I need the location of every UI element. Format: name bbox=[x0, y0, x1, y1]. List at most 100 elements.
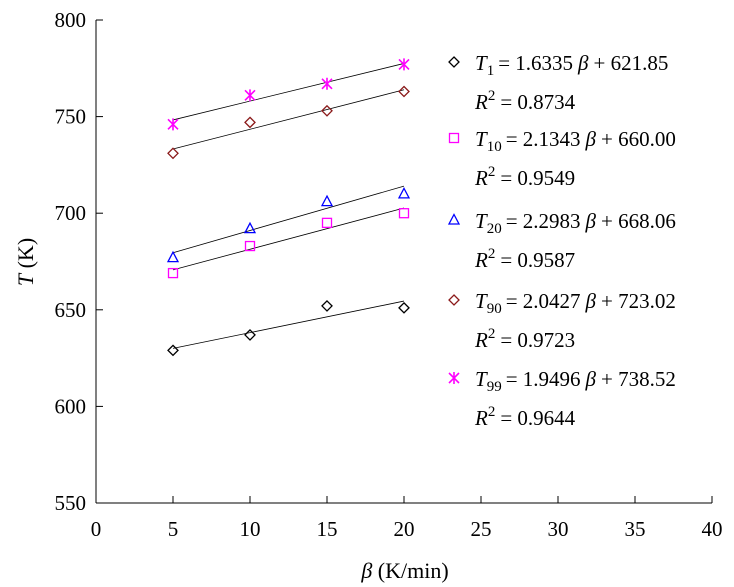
legend-r-superscript: 2 bbox=[488, 246, 496, 262]
legend-r-symbol: R bbox=[474, 90, 488, 114]
legend-subscript: 99 bbox=[487, 379, 502, 395]
y-axis-title: T (K) bbox=[13, 238, 38, 286]
x-tick-label: 10 bbox=[240, 517, 261, 541]
legend-r2-value: = 0.9549 bbox=[500, 166, 575, 190]
legend-beta: β bbox=[585, 209, 597, 233]
legend-subscript: 90 bbox=[487, 301, 502, 317]
fit-lines bbox=[172, 63, 405, 349]
legend-eq-coef: = 2.1343 bbox=[506, 127, 581, 151]
legend-eq-coef: = 2.2983 bbox=[506, 209, 581, 233]
x-tick-label: 5 bbox=[168, 517, 179, 541]
legend-r-superscript: 2 bbox=[488, 326, 496, 342]
legend-eq-intercept: + 660.00 bbox=[601, 127, 676, 151]
x-tick-label: 25 bbox=[471, 517, 492, 541]
legend-beta: β bbox=[585, 127, 597, 151]
legend-r2-t1: R2 = 0.8734 bbox=[474, 88, 576, 114]
point-t1 bbox=[321, 300, 333, 312]
legend-r2-t10: R2 = 0.9549 bbox=[474, 164, 575, 190]
legend-beta: β bbox=[585, 367, 597, 391]
legend-equation-t1: T1 = 1.6335 β + 621.85 bbox=[475, 51, 668, 79]
fit-line-t1 bbox=[172, 300, 405, 349]
legend-eq-coef: = 1.6335 bbox=[498, 51, 573, 75]
legend-r-superscript: 2 bbox=[488, 88, 496, 104]
x-tick-label: 35 bbox=[625, 517, 646, 541]
point-t90 bbox=[398, 85, 410, 98]
axes: 550 600 650 700 750 800 0 5 10 15 20 25 30 35 40 bbox=[55, 8, 723, 541]
x-tick-label: 20 bbox=[394, 517, 415, 541]
legend-equation-t90: T90 = 2.0427 β + 723.02 bbox=[475, 289, 676, 317]
point-t90 bbox=[244, 116, 256, 129]
legend-r-symbol: R bbox=[474, 248, 488, 272]
fit-line-t99 bbox=[172, 63, 405, 121]
point-t10 bbox=[167, 267, 179, 279]
point-t99 bbox=[167, 118, 179, 131]
legend-t-symbol: T bbox=[475, 209, 488, 233]
legend-beta: β bbox=[577, 51, 589, 75]
legend-subscript: 10 bbox=[487, 139, 502, 155]
fit-line-t90 bbox=[172, 89, 405, 150]
legend-t-symbol: T bbox=[475, 367, 488, 391]
y-tick-label: 700 bbox=[55, 201, 87, 225]
legend-r-symbol: R bbox=[474, 406, 488, 430]
legend-marker-t10 bbox=[448, 132, 460, 144]
legend-r2-t90: R2 = 0.9723 bbox=[474, 326, 575, 352]
point-t10 bbox=[321, 217, 333, 229]
legend-r2-value: = 0.9587 bbox=[500, 248, 575, 272]
point-t99 bbox=[244, 89, 256, 102]
legend-r2-value: = 0.8734 bbox=[500, 90, 575, 114]
y-tick-label: 600 bbox=[55, 394, 87, 418]
y-axis-symbol: T bbox=[13, 272, 38, 286]
point-t90 bbox=[321, 104, 333, 117]
x-tick-label: 15 bbox=[317, 517, 338, 541]
legend-r2-value: = 0.9644 bbox=[500, 406, 575, 430]
y-tick-label: 650 bbox=[55, 298, 87, 322]
legend-marker-t1 bbox=[448, 56, 460, 68]
fit-line-t10 bbox=[172, 207, 405, 271]
point-t20 bbox=[243, 221, 257, 234]
legend-r-symbol: R bbox=[474, 166, 488, 190]
x-axis-title: β (K/min) bbox=[360, 558, 448, 583]
legend-r2-t20: R2 = 0.9587 bbox=[474, 246, 575, 272]
fit-line-t20 bbox=[172, 185, 405, 254]
x-axis-symbol: β bbox=[360, 558, 372, 583]
legend-t-symbol: T bbox=[475, 51, 488, 75]
x-tick-label: 0 bbox=[91, 517, 102, 541]
point-t10 bbox=[244, 240, 256, 252]
point-t99 bbox=[321, 77, 333, 90]
y-tick-label: 550 bbox=[55, 491, 87, 515]
legend-equation-t99: T99 = 1.9496 β + 738.52 bbox=[475, 367, 676, 395]
legend-eq-intercept: + 621.85 bbox=[594, 51, 669, 75]
point-t20 bbox=[397, 186, 411, 199]
data-points bbox=[166, 58, 411, 357]
axis-titles: β (K/min) T (K) bbox=[13, 238, 449, 583]
y-tick-label: 800 bbox=[55, 8, 87, 32]
point-t1 bbox=[244, 328, 256, 341]
legend-r2-t99: R2 = 0.9644 bbox=[474, 404, 576, 430]
x-tick-label: 30 bbox=[548, 517, 569, 541]
legend-subscript: 1 bbox=[487, 63, 495, 79]
legend-marker-t90 bbox=[448, 294, 460, 306]
legend-t-symbol: T bbox=[475, 289, 488, 313]
legend-equation-t10: T10 = 2.1343 β + 660.00 bbox=[475, 127, 676, 155]
legend-eq-intercept: + 668.06 bbox=[601, 209, 676, 233]
legend-beta: β bbox=[585, 289, 597, 313]
point-t90 bbox=[167, 147, 179, 160]
point-t99 bbox=[398, 58, 410, 71]
point-t10 bbox=[398, 208, 410, 219]
point-t1 bbox=[398, 301, 410, 314]
point-t20 bbox=[166, 250, 180, 263]
legend-r-superscript: 2 bbox=[488, 164, 496, 180]
y-tick-label: 750 bbox=[55, 105, 87, 129]
point-t20 bbox=[320, 194, 334, 207]
legend-marker-t20 bbox=[447, 213, 461, 225]
y-axis-unit: (K) bbox=[13, 238, 38, 269]
legend-r-symbol: R bbox=[474, 328, 488, 352]
legend-r2-value: = 0.9723 bbox=[500, 328, 575, 352]
legend-subscript: 20 bbox=[487, 221, 502, 237]
legend-r-superscript: 2 bbox=[488, 404, 496, 420]
x-tick-label: 40 bbox=[702, 517, 723, 541]
legend-eq-intercept: + 723.02 bbox=[601, 289, 676, 313]
x-axis-unit: (K/min) bbox=[378, 558, 449, 583]
